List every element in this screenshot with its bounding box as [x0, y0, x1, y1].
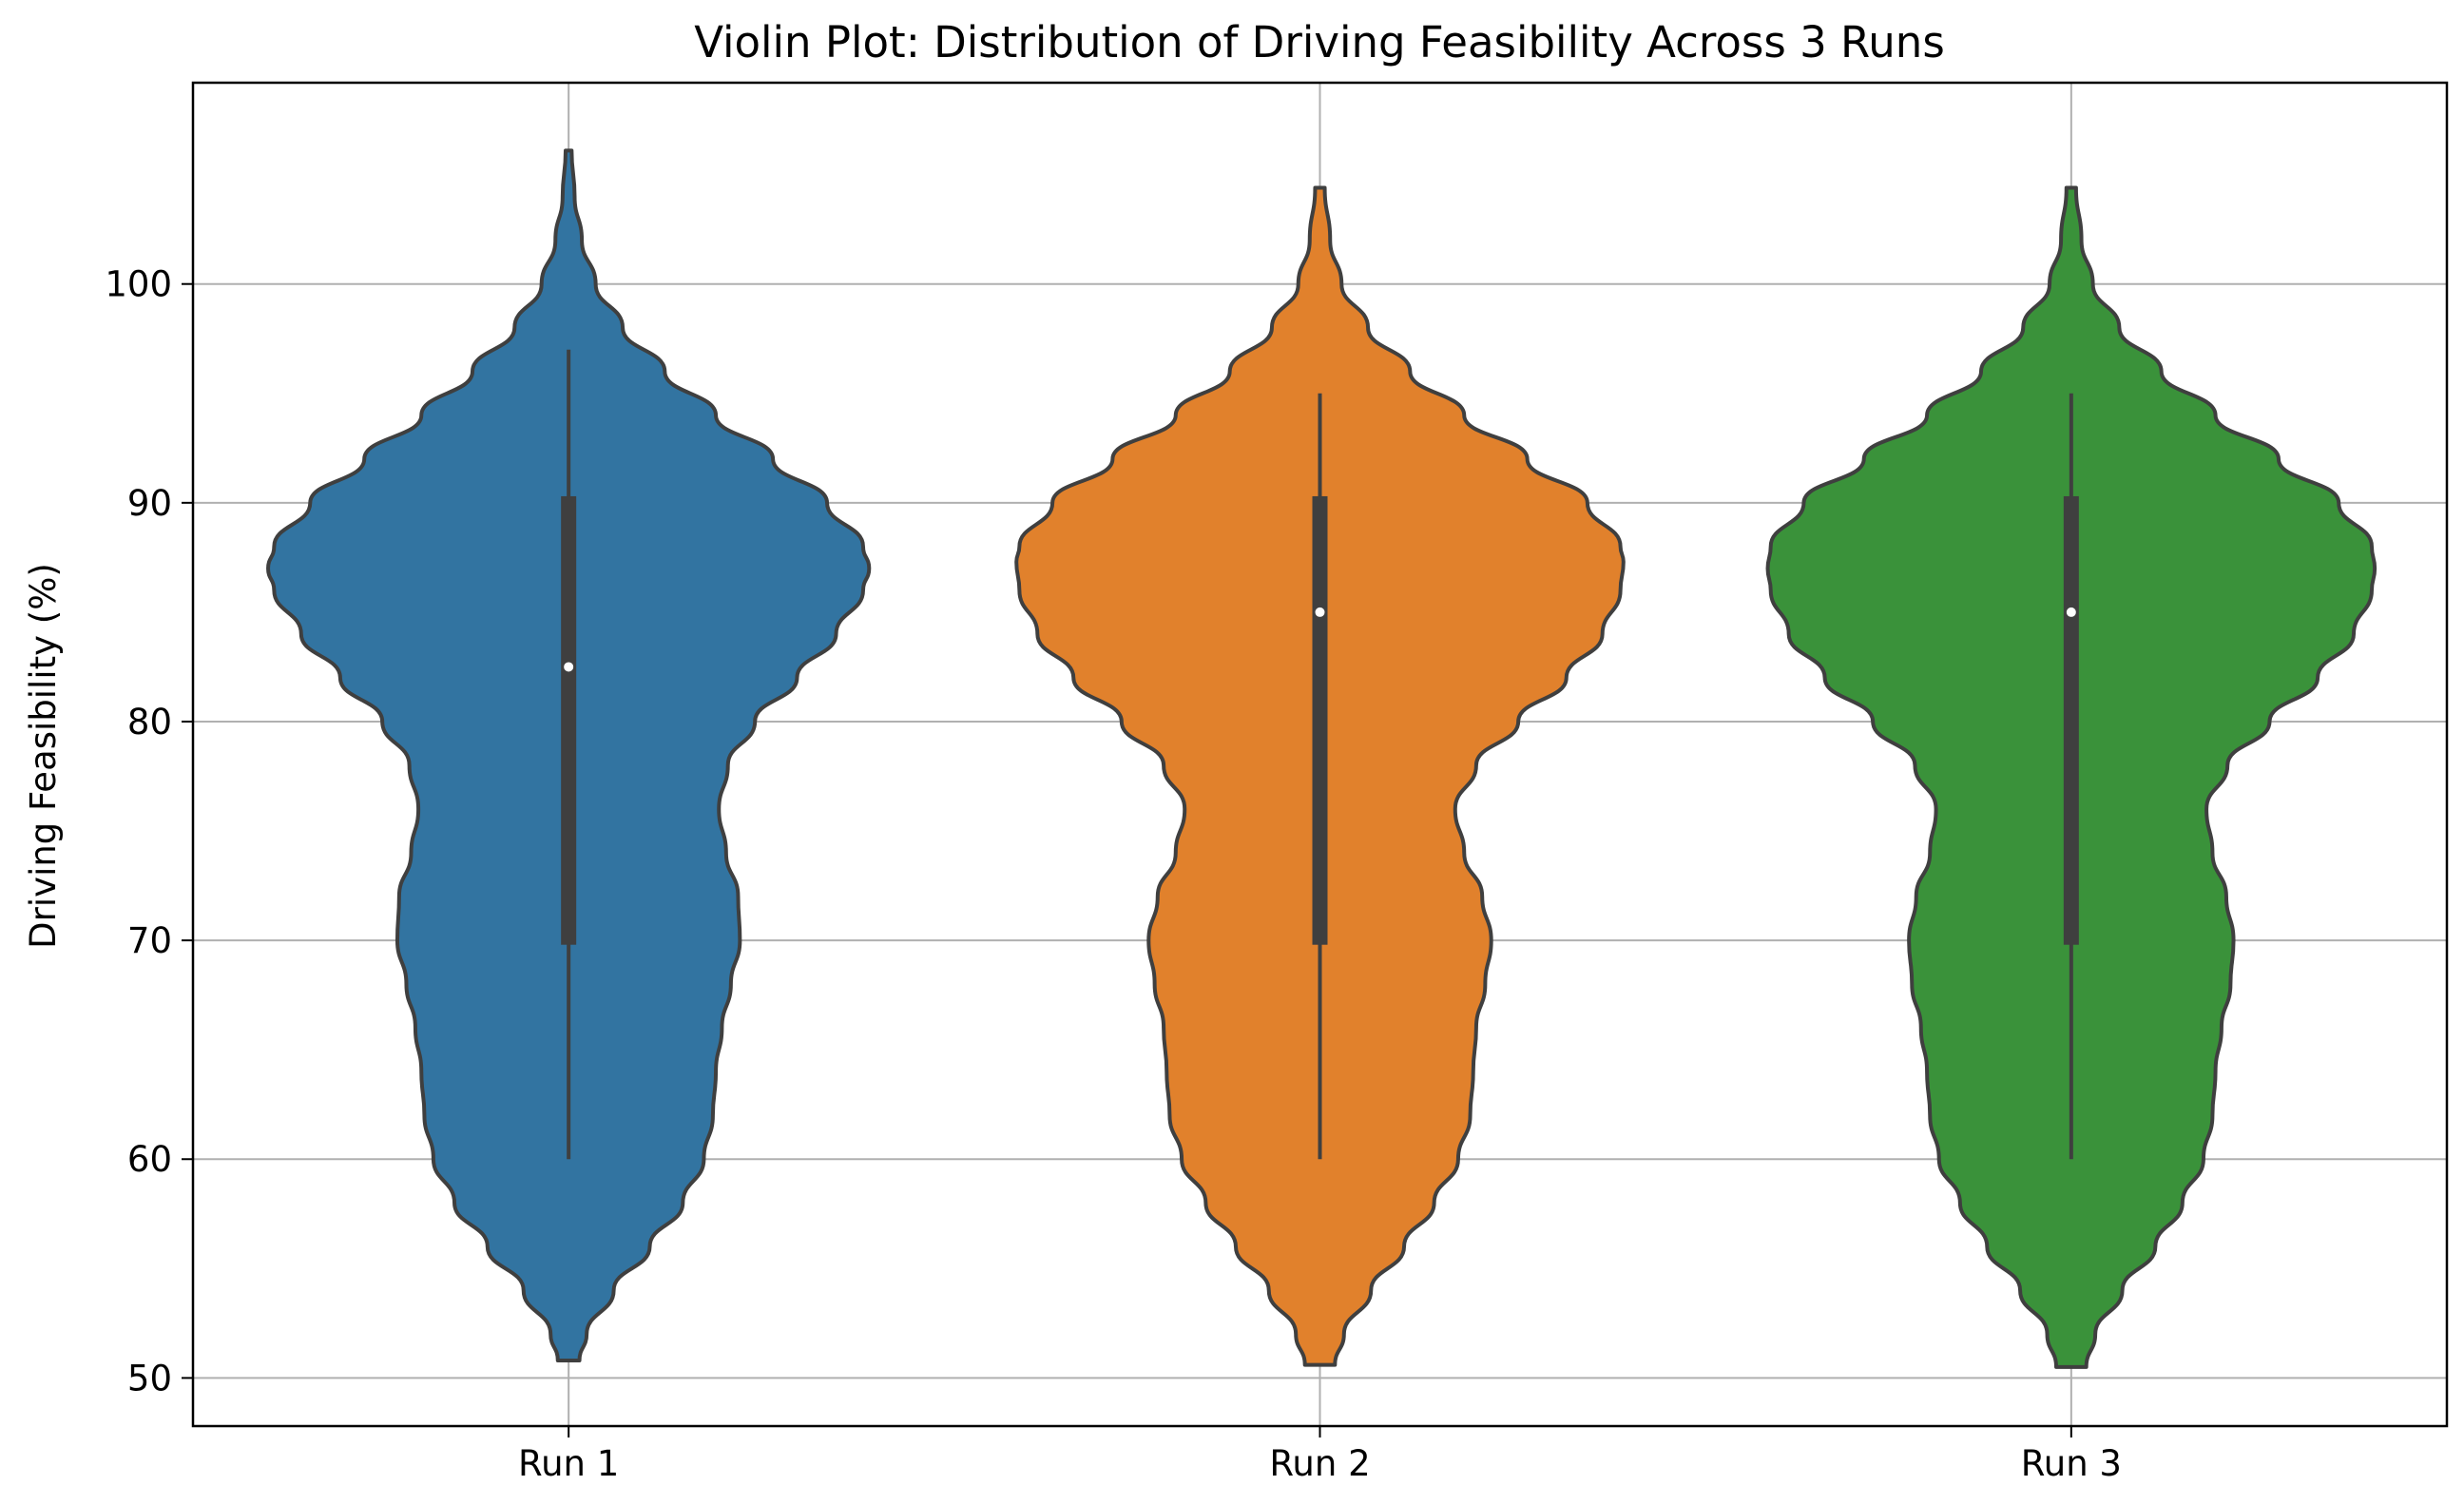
y-tick-label: 70	[127, 920, 172, 961]
x-tick-label: Run 2	[1269, 1443, 1370, 1484]
median-dot-1	[564, 662, 574, 672]
x-tick-label: Run 3	[2021, 1443, 2122, 1484]
iqr-box-1	[561, 495, 577, 945]
iqr-box-2	[1312, 495, 1328, 945]
y-tick-label: 50	[127, 1358, 172, 1399]
y-tick-label: 80	[127, 702, 172, 743]
y-tick-label: 100	[105, 264, 172, 305]
y-tick-label: 90	[127, 483, 172, 524]
x-tick-label: Run 1	[518, 1443, 619, 1484]
box-layer	[561, 349, 2079, 1160]
tick-layer: 50 60 70 80 90 100 Run 1 Run 2 Run 3	[105, 264, 2122, 1484]
median-dot-3	[2066, 607, 2076, 617]
chart-title: Violin Plot: Distribution of Driving Fea…	[694, 17, 1945, 68]
median-dot-2	[1315, 607, 1325, 617]
iqr-box-3	[2063, 495, 2079, 945]
y-axis-label: Driving Feasibility (%)	[23, 563, 64, 949]
y-tick-label: 60	[127, 1139, 172, 1180]
